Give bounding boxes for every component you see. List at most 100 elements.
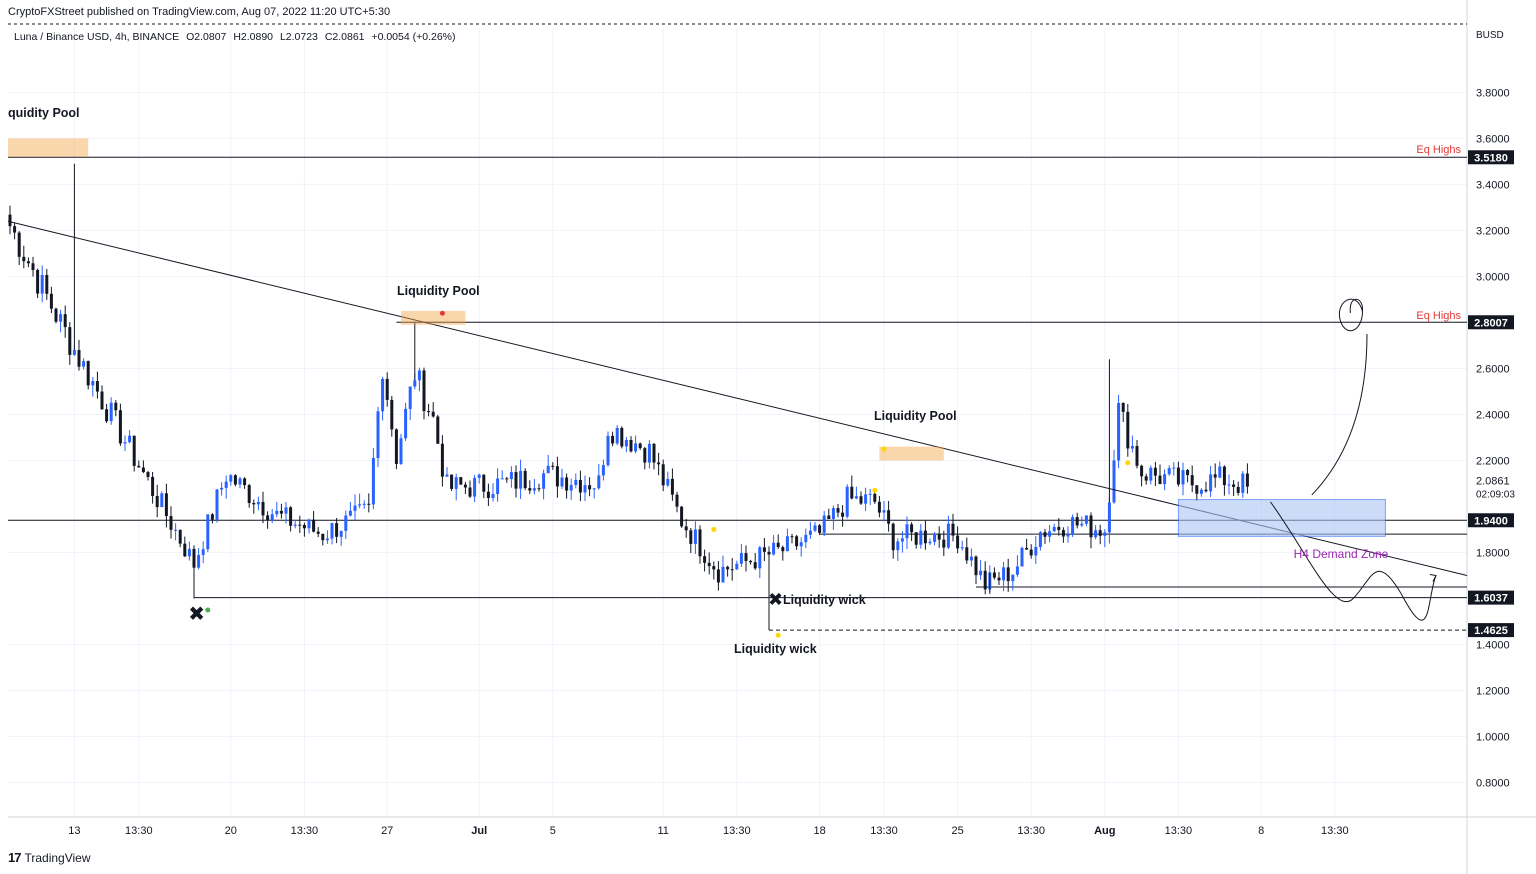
candle (818, 524, 822, 535)
candle (54, 307, 58, 324)
candle-body (321, 533, 325, 541)
candle (960, 540, 964, 551)
candle-body (703, 556, 707, 563)
candle-body (882, 510, 886, 513)
time-tick-label: 13:30 (1017, 825, 1045, 837)
candle (450, 474, 454, 492)
candle (565, 473, 569, 499)
candle (1094, 525, 1098, 540)
candle-body (459, 477, 463, 485)
candle-body (946, 523, 950, 548)
candle-body (123, 442, 127, 444)
candle (491, 483, 495, 502)
candle (289, 506, 293, 532)
candle-body (450, 474, 454, 489)
candle-body (353, 505, 357, 511)
candle-body (749, 560, 753, 563)
candle-body (178, 529, 182, 544)
candle (1048, 524, 1052, 543)
candle (749, 559, 753, 565)
candle (578, 470, 582, 502)
candle-body (413, 380, 417, 387)
candle-body (45, 275, 49, 294)
candle-body (532, 488, 536, 491)
candle (307, 518, 311, 534)
candle (1025, 538, 1029, 550)
candle (505, 476, 509, 483)
candle (781, 545, 785, 561)
candle (210, 512, 214, 524)
candle-body (983, 570, 987, 590)
candle-body (404, 408, 408, 439)
candle (1126, 404, 1130, 457)
candle-body (914, 532, 918, 545)
tradingview-logo-icon: 17 (8, 850, 22, 865)
candle (160, 491, 164, 508)
candle (68, 321, 72, 365)
candle (1245, 463, 1249, 494)
candle (26, 257, 30, 268)
tradingview-footer[interactable]: 17 TradingView (8, 850, 91, 865)
candle (514, 465, 518, 498)
candle (624, 436, 628, 453)
candle (362, 500, 366, 509)
candle-body (698, 529, 702, 557)
candle-body (808, 530, 812, 535)
candle (390, 395, 394, 437)
candle (477, 473, 481, 484)
ohlc-change: +0.0054 (+0.26%) (371, 31, 456, 43)
candle-body (716, 569, 720, 583)
candle (1144, 473, 1148, 485)
candle (427, 403, 431, 417)
candle-body (942, 539, 946, 548)
candle (408, 386, 412, 421)
candle (422, 367, 426, 420)
candle (712, 561, 716, 580)
candle (63, 305, 67, 338)
candle-body (1209, 474, 1213, 492)
candle-body (528, 488, 532, 491)
candle-body (1084, 515, 1088, 524)
candle (1038, 531, 1042, 551)
candle (312, 511, 316, 533)
symbol-name: Luna / Binance USD, 4h, BINANCE (14, 31, 180, 43)
candle (1034, 536, 1038, 565)
candle (509, 466, 513, 488)
candle-body (1066, 534, 1070, 537)
candle (187, 541, 191, 561)
candle (1153, 461, 1157, 487)
candle (689, 528, 693, 553)
liquidity-pool-label: Liquidity Pool (874, 409, 957, 423)
candle-body (496, 478, 500, 495)
candle-body (730, 569, 734, 571)
candle-body (1075, 517, 1079, 526)
candle-body (36, 269, 40, 294)
price-level-tag-bg (1468, 623, 1514, 638)
candle (1140, 464, 1144, 487)
candle (1218, 461, 1222, 479)
candle (790, 533, 794, 544)
candle-body (192, 548, 196, 568)
candle (31, 256, 35, 277)
candle (1130, 435, 1134, 453)
price-level-tag-text: 1.6037 (1474, 593, 1508, 605)
candle-body (615, 427, 619, 444)
candle-body (666, 478, 670, 486)
candle (1213, 463, 1217, 488)
candle-body (1186, 469, 1190, 476)
candle-body (712, 566, 716, 570)
candle-body (1107, 502, 1111, 533)
x-marker-icon: ✖ (768, 589, 783, 610)
candle (896, 538, 900, 561)
candle-body (224, 481, 228, 488)
time-tick-label: 27 (381, 825, 393, 837)
candle-body (767, 551, 771, 555)
candle-body (1015, 566, 1019, 575)
candle (753, 552, 757, 570)
price-tick-label: 1.2000 (1476, 685, 1510, 697)
candle-body (399, 438, 403, 464)
eq-highs-label: Eq Highs (1416, 144, 1461, 156)
signal-dot (439, 310, 445, 316)
candle (643, 447, 647, 470)
